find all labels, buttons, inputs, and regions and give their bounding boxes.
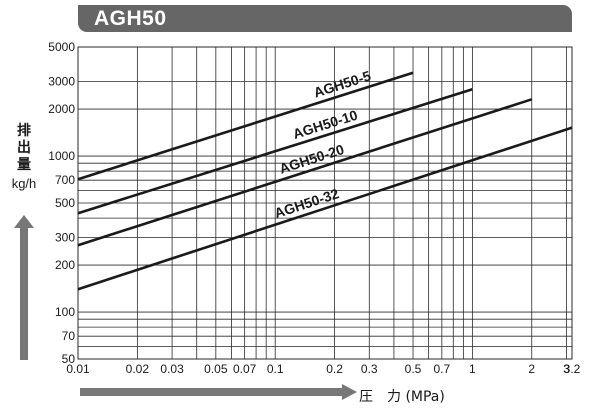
x-tick-label: 0.5 [405,362,422,376]
x-tick-label: 0.03 [160,362,184,376]
x-axis-label: 圧 力 (MPa) [359,389,445,405]
x-tick-label: 0.05 [204,362,228,376]
series-line [77,88,473,215]
chart-title-banner: AGH50 [78,5,572,32]
series-line [77,126,573,291]
x-tick-label: 2 [528,362,535,376]
x-axis-arrow-icon [80,384,357,400]
y-tick-label: 5000 [48,40,75,54]
x-tick-label: 1 [469,362,476,376]
y-tick-label: 70 [62,329,76,343]
x-tick-label: 0.3 [361,362,378,376]
chart-title: AGH50 [94,7,167,30]
x-tick-label: 0.7 [433,362,450,376]
x-tick-label: 0.02 [126,362,150,376]
x-tick-label: 0.2 [326,362,343,376]
y-tick-label: 3000 [48,75,75,89]
y-tick-label: 2000 [48,102,75,116]
y-tick-label: 500 [55,196,75,210]
y-axis-label-char: 排 [17,123,31,139]
y-tick-label: 1000 [48,149,75,163]
series-line [77,98,533,247]
series-line [77,71,414,181]
y-axis-label-char: 出 [17,140,31,156]
y-tick-label: 200 [55,258,75,272]
x-tick-label: 3 [563,362,570,376]
plot-frame [77,46,573,360]
y-tick-label: 300 [55,231,75,245]
y-tick-label: 100 [55,305,75,319]
y-tick-label: 50 [62,352,76,366]
x-tick-label: 0.1 [267,362,284,376]
y-tick-label: 700 [55,173,75,187]
y-axis-unit: kg/h [11,176,37,191]
y-axis-label-char: 量 [17,157,31,173]
x-tick-label: 0.01 [66,362,90,376]
x-tick-label: 0.07 [233,362,257,376]
x-tick-label: 3.2 [564,362,581,376]
y-axis-label: 排 出 量 kg/h [4,123,44,191]
y-axis-arrow-icon [14,215,34,360]
